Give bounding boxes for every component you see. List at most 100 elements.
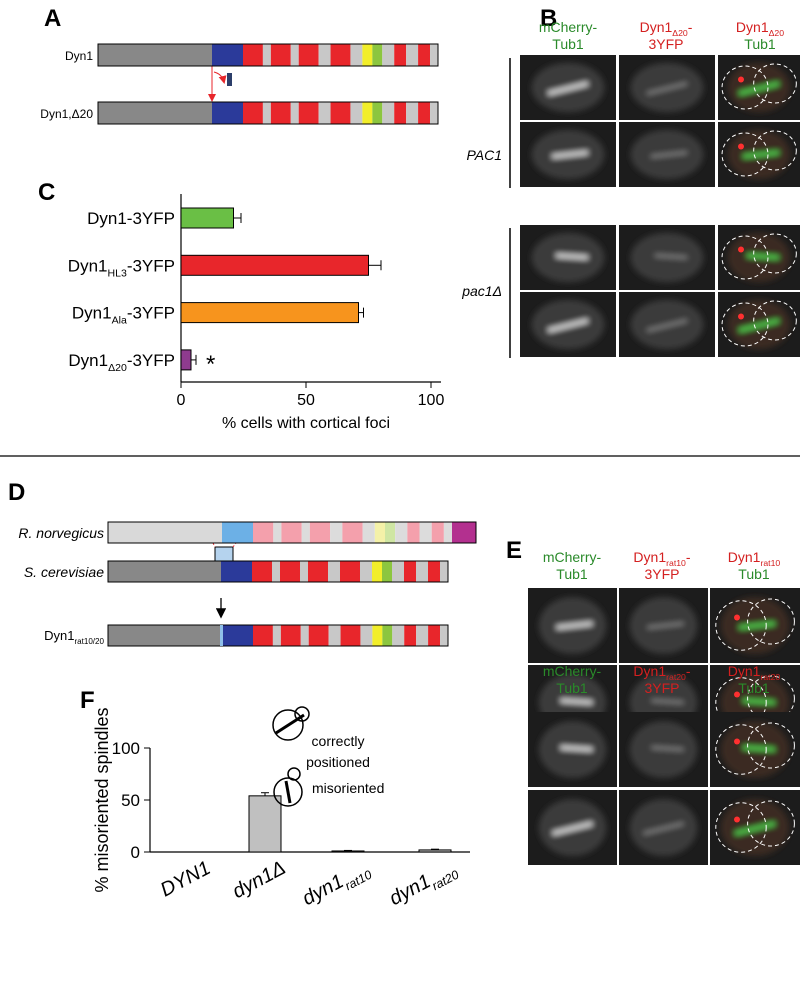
y-tick-label: Dyn1Δ20-3YFP [68,351,175,374]
domain [98,102,212,124]
micrograph-content [720,597,790,654]
text-part: DYN1 [157,857,214,901]
cell-outline [715,802,767,853]
x-tick-label: DYN1 [157,857,214,901]
text-part: mCherry- [543,549,602,565]
micrograph-content [538,799,607,856]
text-part: Dyn1 [68,256,108,275]
text-part: mCherry- [539,19,598,35]
bar [180,302,359,324]
domain [404,625,417,646]
domain [362,522,375,543]
excised-fragment [227,73,232,86]
spindle [738,621,776,630]
focus [734,738,740,745]
text-part: Dyn1 [640,19,673,35]
y-tick-label: 0 [131,843,140,862]
bar [248,795,282,853]
panel-letter: E [506,537,522,564]
text-part: Tub1 [738,680,770,696]
spindle [738,81,780,96]
cell-outline [747,598,795,645]
domain [407,522,420,543]
domain [428,561,440,582]
domain [382,102,395,124]
text-part: Tub1 [552,36,584,52]
text-part: 3YFP [648,36,683,52]
domain [308,561,328,582]
spindle [734,821,776,836]
spindle [651,699,684,704]
text-part: Dyn1 [72,304,112,323]
label: Dyn1 [65,49,93,63]
domain [330,102,351,124]
text-part: S. cerevisiae [24,564,104,580]
text-part: dyn1Δ [229,857,289,903]
domain [360,561,372,582]
spindle [547,81,589,96]
column-header: Dyn1rat10- [633,549,690,568]
text-part: Dyn1,Δ20 [40,107,93,121]
domain-outline [97,101,439,125]
bar [331,850,365,853]
domain-outline [107,560,449,583]
x-tick-label: dyn1Δ [229,857,289,903]
micrograph-content [727,299,791,350]
micrograph-content [629,799,698,856]
domain [350,102,363,124]
x-tick-label: 0 [177,392,186,409]
domain [330,522,343,543]
domain [308,625,329,646]
column-header: 3YFP [644,680,679,696]
text-part: Dyn1 [633,549,666,565]
x-tick-label: 100 [418,392,445,409]
focus [734,691,740,698]
subscript: HL3 [107,267,126,279]
text-part: Tub1 [556,680,588,696]
spindle [560,745,593,752]
domain [222,625,253,646]
domain [392,625,405,646]
y-tick-label: 100 [112,739,140,758]
spindle [556,621,593,630]
column-header: Tub1 [556,680,588,696]
text-part: Dyn1 [65,49,93,63]
column-header: mCherry- [543,549,602,565]
domain [443,522,452,543]
text-part: Tub1 [738,566,770,582]
domain [318,102,331,124]
text-part: 3YFP [644,680,679,696]
subscript: rat10 [760,558,780,568]
domain [374,522,385,543]
domain [290,102,299,124]
spindle [547,318,589,333]
domain [395,522,408,543]
text-part: Dyn1 [728,663,761,679]
micrograph-content [629,721,698,778]
column-header: 3YFP [644,566,679,582]
domain [253,625,273,646]
domain [372,625,383,646]
spindle [643,822,684,835]
panel-letter: F [80,687,95,714]
column-header: mCherry- [543,663,602,679]
spindle [650,151,688,158]
domain [298,102,319,124]
cell-outline [747,722,795,769]
text-part: mCherry- [543,663,602,679]
domain [300,561,308,582]
domain [362,102,373,124]
subscript: Δ20 [108,362,127,374]
domain [382,625,393,646]
domain [362,44,373,66]
domain [262,102,271,124]
micrograph-content [531,129,605,180]
legend-icon [287,767,301,781]
legend-icon [272,709,304,741]
text-part: Dyn1 [736,19,769,35]
micrograph-content [531,232,605,283]
column-header: 3YFP [648,36,683,52]
text-part: Dyn1 [44,628,74,643]
x-tick-label: dyn1rat20 [386,857,462,914]
spindle [651,746,684,751]
